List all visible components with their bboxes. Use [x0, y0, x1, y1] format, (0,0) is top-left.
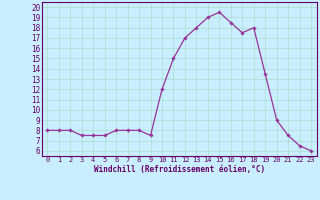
X-axis label: Windchill (Refroidissement éolien,°C): Windchill (Refroidissement éolien,°C) [94, 165, 265, 174]
